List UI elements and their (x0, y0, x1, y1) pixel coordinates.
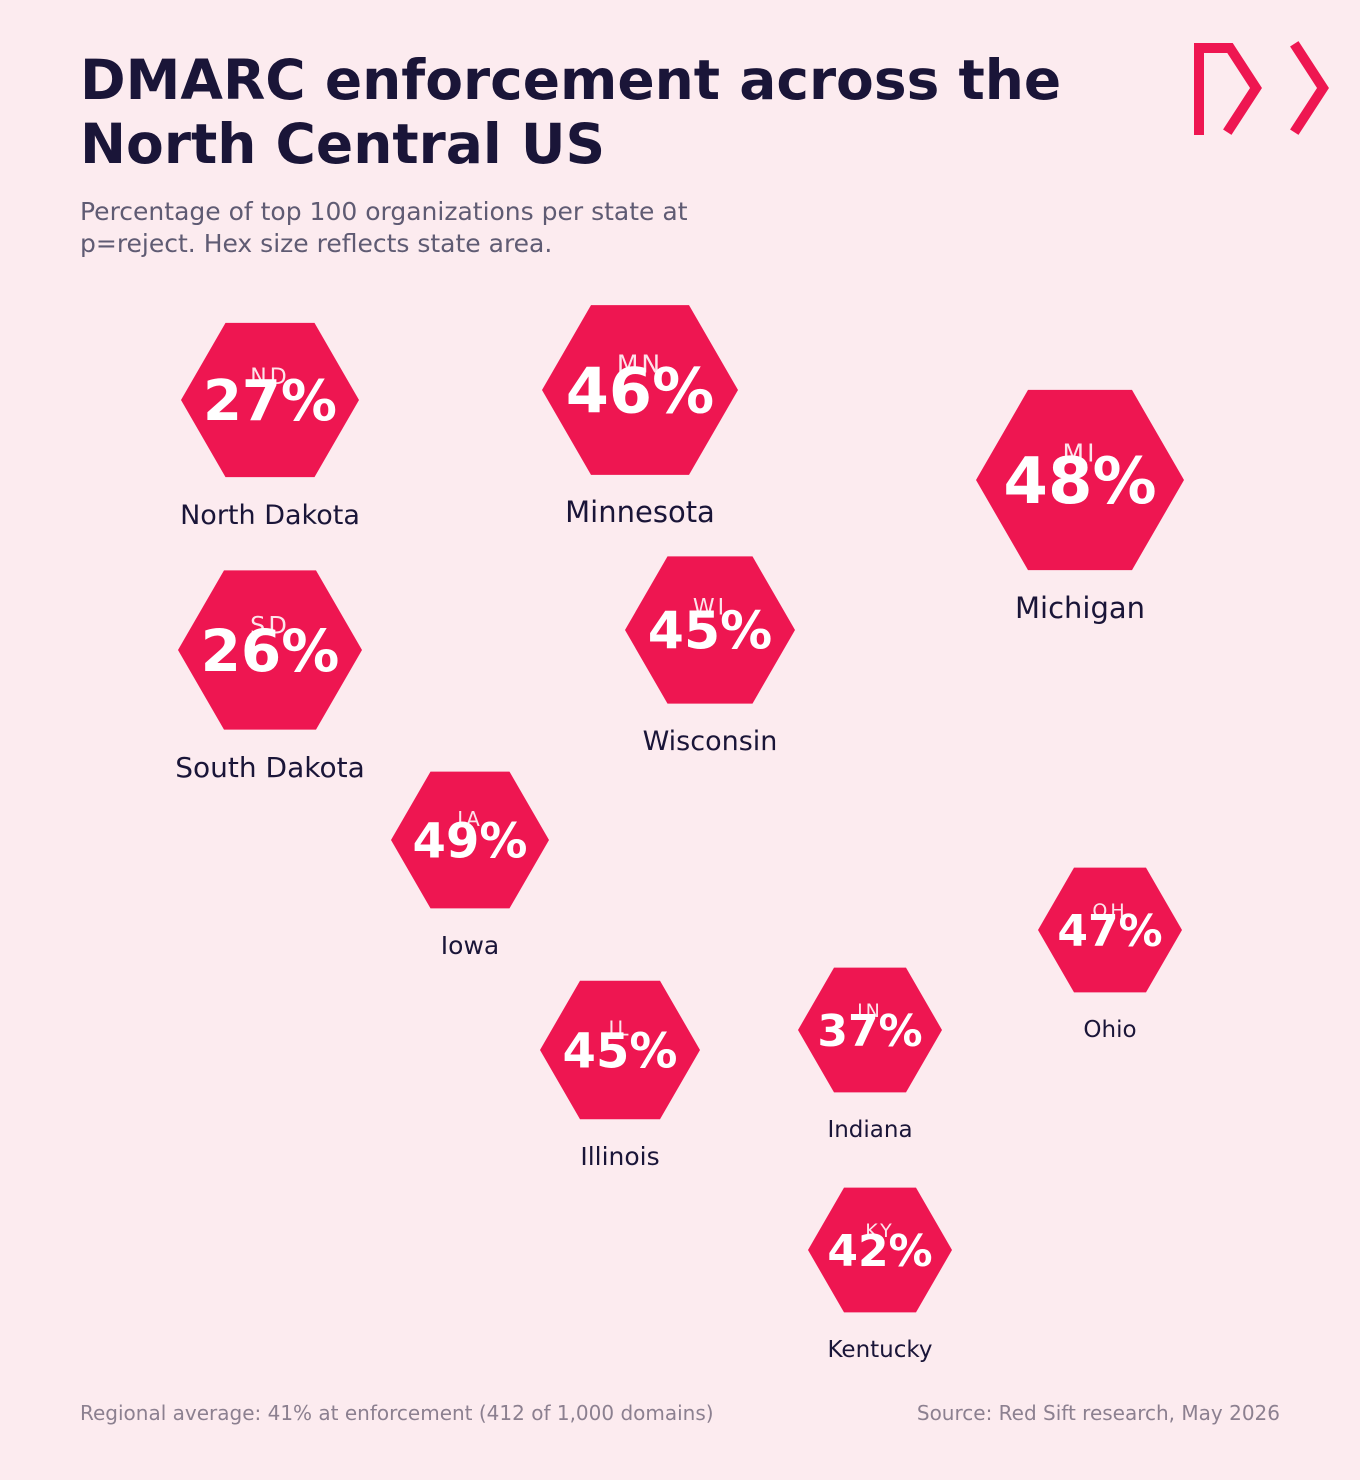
state-name: Illinois (580, 1142, 659, 1171)
red-sift-logo-icon (1194, 41, 1329, 135)
state-abbreviation: SD (250, 611, 290, 639)
state-name: Michigan (1015, 591, 1145, 625)
state-enforcement-value: 26% (201, 617, 340, 685)
state-enforcement-value: 45% (648, 602, 772, 662)
state-name: South Dakota (175, 751, 364, 784)
state-abbreviation: MN (617, 349, 663, 378)
state-enforcement-value: 46% (566, 354, 714, 427)
source-note: Source: Red Sift research, May 2026 (916, 1401, 1280, 1425)
state-abbreviation: OH (1092, 900, 1127, 922)
state-enforcement-value: 27% (203, 369, 337, 434)
regional-average-note: Regional average: 41% at enforcement (41… (80, 1401, 714, 1425)
hex-shape (391, 771, 549, 909)
state-enforcement-value: 42% (827, 1226, 932, 1277)
state-name: Ohio (1083, 1017, 1136, 1043)
state-abbreviation: WI (693, 596, 727, 621)
state-abbreviation: MI (1063, 438, 1098, 467)
hex-shape (808, 1187, 952, 1313)
hex-shape (542, 305, 738, 475)
state-abbreviation: KY (865, 1220, 894, 1242)
state-enforcement-value: 49% (413, 813, 528, 869)
hex-shape (1038, 867, 1182, 993)
state-enforcement-value: 37% (817, 1006, 922, 1057)
state-name: Minnesota (565, 495, 715, 529)
state-enforcement-value: 48% (1003, 445, 1156, 519)
hex-shape (178, 570, 362, 730)
hex-shape (798, 967, 942, 1093)
state-name: Wisconsin (643, 726, 778, 757)
state-name: Iowa (441, 931, 499, 960)
hex-shape (625, 556, 795, 704)
state-enforcement-value: 45% (563, 1023, 678, 1079)
state-enforcement-value: 47% (1057, 906, 1162, 957)
hex-shape (976, 389, 1184, 571)
page-subtitle: Percentage of top 100 organizations per … (80, 197, 688, 258)
state-name: Kentucky (827, 1337, 932, 1363)
hex-shape (540, 980, 700, 1120)
state-abbreviation: IN (857, 1000, 883, 1022)
state-name: Indiana (827, 1117, 912, 1143)
state-name: North Dakota (180, 500, 360, 531)
state-abbreviation: IL (608, 1017, 631, 1041)
state-abbreviation: IA (457, 807, 483, 831)
hex-shape (181, 322, 359, 478)
state-abbreviation: ND (250, 365, 289, 390)
page-title: DMARC enforcement across the North Centr… (80, 48, 1062, 176)
